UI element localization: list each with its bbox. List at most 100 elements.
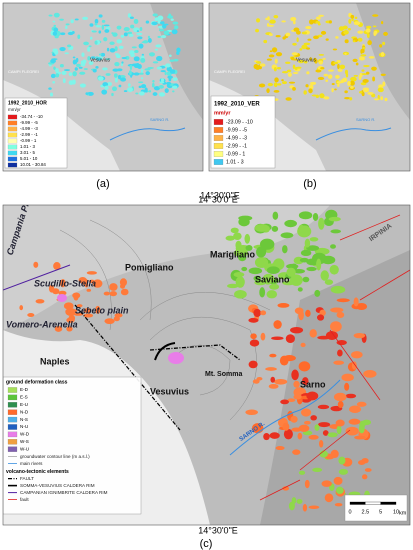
legend-swatch <box>7 446 18 452</box>
deformation-area <box>380 73 386 76</box>
deformation-area <box>160 70 166 73</box>
deformation-area <box>328 69 334 72</box>
place: Mt. Somma <box>205 371 242 378</box>
deformation-area <box>89 36 93 40</box>
deformation-area <box>88 61 94 66</box>
legend-label: SOMMA-VESUVIUS CALDERA RIM <box>20 483 95 488</box>
deformation-area <box>255 61 262 64</box>
deformation-area <box>157 15 164 21</box>
deformation-area <box>160 78 165 82</box>
deformation-area <box>245 245 253 251</box>
deformation-area <box>260 332 266 341</box>
deformation-area <box>157 35 162 39</box>
deformation-area <box>164 88 169 93</box>
deformation-area <box>60 32 66 36</box>
deformation-area <box>67 44 72 48</box>
deformation-area <box>325 79 329 82</box>
deformation-area <box>156 55 163 62</box>
deformation-area <box>88 45 92 48</box>
legend-swatch <box>7 138 18 144</box>
deformation-area <box>318 217 325 230</box>
deformation-area <box>152 80 155 83</box>
deformation-area <box>163 30 170 36</box>
deformation-area <box>92 279 103 288</box>
deformation-area <box>109 283 118 291</box>
deformation-area <box>52 31 58 36</box>
legend-title: 1992_2010_HOR <box>8 100 47 106</box>
deformation-area <box>63 69 71 71</box>
deformation-area <box>285 334 295 344</box>
deformation-area <box>269 353 277 358</box>
deformation-area <box>288 501 295 511</box>
deformation-area <box>65 307 76 316</box>
deformation-area <box>50 59 56 64</box>
deformation-area <box>82 59 87 64</box>
deformation-area <box>151 82 155 88</box>
deformation-area <box>309 329 317 338</box>
deformation-area <box>358 74 362 81</box>
deformation-area <box>317 23 321 26</box>
deformation-area <box>335 36 339 39</box>
deformation-area <box>315 69 322 73</box>
deformation-area <box>292 86 296 91</box>
deformation-area <box>353 297 359 307</box>
map-c: Campania Plain Scudillo-Stella Pomiglian… <box>3 205 410 525</box>
deformation-area <box>305 309 311 317</box>
scale-label: 0 <box>348 509 351 515</box>
deformation-area <box>277 302 290 308</box>
deformation-area <box>78 66 83 69</box>
deformation-area <box>285 97 292 101</box>
legend-swatch <box>7 120 18 126</box>
deformation-area <box>330 285 346 294</box>
deformation-area <box>68 72 73 76</box>
deformation-area <box>95 57 102 61</box>
legend-swatch <box>7 156 18 162</box>
deformation-area <box>65 25 68 30</box>
deformation-area <box>225 235 235 241</box>
deformation-area <box>351 361 357 370</box>
deformation-area <box>103 291 110 296</box>
place: Vesuvius <box>150 386 189 396</box>
deformation-area <box>285 61 291 64</box>
deformation-area <box>127 13 132 18</box>
deformation-area <box>72 79 76 85</box>
deformation-area <box>54 49 59 55</box>
deformation-area <box>284 219 297 228</box>
deformation-area <box>292 268 305 274</box>
deformation-area <box>364 89 368 93</box>
deformation-area <box>359 90 363 94</box>
legend-label: fault <box>20 497 29 502</box>
deformation-area <box>112 32 118 37</box>
deformation-area <box>153 86 161 91</box>
deformation-area <box>305 25 312 30</box>
deformation-area <box>374 98 379 101</box>
deformation-area <box>116 68 123 72</box>
coordinate-label: 14°30'0"E <box>200 190 240 200</box>
deformation-area <box>172 90 175 93</box>
deformation-area <box>173 58 179 62</box>
deformation-area <box>48 14 53 17</box>
deformation-area <box>309 237 319 242</box>
deformation-area <box>168 352 184 364</box>
deformation-area <box>115 54 121 59</box>
deformation-area <box>265 17 269 21</box>
place: Naples <box>40 356 70 366</box>
deformation-area <box>95 66 99 69</box>
deformation-area <box>133 18 139 24</box>
deformation-area <box>255 28 259 33</box>
deformation-area <box>113 316 120 322</box>
deformation-area <box>347 27 351 31</box>
deformation-area <box>348 18 352 24</box>
deformation-area <box>52 80 56 84</box>
deformation-area <box>365 28 371 33</box>
legend-label: W-S <box>20 439 29 444</box>
deformation-area <box>140 68 144 73</box>
deformation-area <box>308 88 313 94</box>
deformation-area <box>331 82 335 86</box>
deformation-area <box>253 275 262 282</box>
deformation-area <box>276 67 281 70</box>
legend-label: 5.01 - 10 <box>20 156 38 161</box>
deformation-area <box>332 48 338 51</box>
deformation-area <box>311 94 318 97</box>
deformation-area <box>147 37 152 43</box>
